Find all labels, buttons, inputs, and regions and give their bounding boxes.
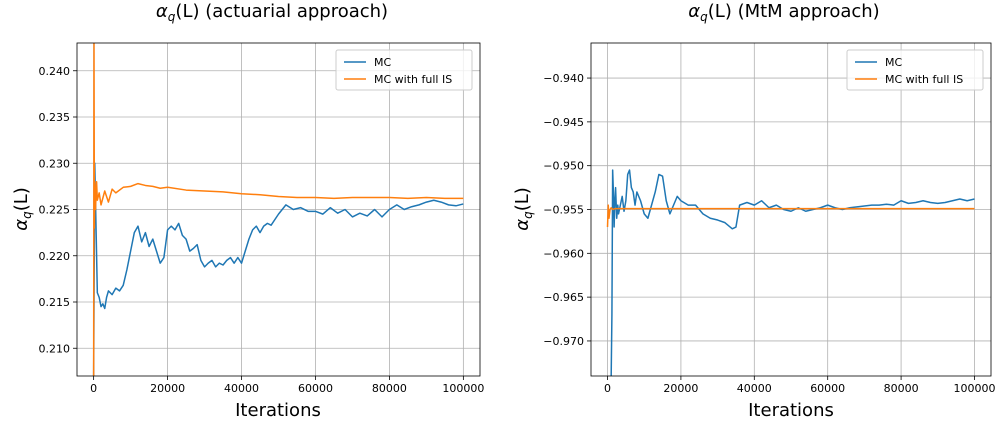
x-tick-label: 0 — [604, 382, 611, 395]
y-tick-label: 0.210 — [39, 342, 71, 355]
y-tick-label: −0.950 — [543, 160, 584, 173]
plot-title-subscript: q — [168, 10, 176, 24]
x-tick-label: 100000 — [442, 382, 484, 395]
plot-frame — [590, 42, 992, 377]
x-tick-label: 80000 — [372, 382, 407, 395]
legend-box — [335, 49, 473, 91]
y-tick-label: 0.235 — [39, 111, 71, 124]
y-tick-label: −0.960 — [543, 247, 584, 260]
x-axis-title: Iterations — [235, 400, 321, 421]
y-tick-label: 0.225 — [39, 204, 71, 217]
legend-label: MC with full IS — [885, 73, 963, 86]
y-tick-label: −0.940 — [543, 72, 584, 85]
x-tick-label: 0 — [90, 382, 97, 395]
y-tick-label: 0.240 — [39, 65, 71, 78]
y-tick-label: −0.955 — [543, 204, 584, 217]
plot-frame — [76, 42, 481, 377]
series-line-mc — [610, 169, 975, 376]
y-tick-label: 0.220 — [39, 250, 71, 263]
y-axis-title: αq(L) — [512, 187, 535, 231]
series-line-mc-with-full-is — [92, 43, 464, 376]
y-axis-title-text: (L) — [512, 187, 533, 211]
x-tick-label: 100000 — [953, 382, 995, 395]
x-tick-label: 20000 — [150, 382, 185, 395]
x-axis-title: Iterations — [748, 400, 834, 421]
x-tick-label: 40000 — [737, 382, 772, 395]
plot-title: αq(L) (MtM approach) — [688, 1, 879, 24]
y-axis-title-subscript: q — [20, 211, 34, 219]
plot-title-symbol: α — [688, 1, 700, 22]
plot-title-symbol: α — [156, 1, 168, 22]
x-tick-label: 20000 — [663, 382, 698, 395]
y-tick-label: −0.970 — [543, 335, 584, 348]
y-axis-title-text: (L) — [11, 187, 32, 211]
legend-label: MC with full IS — [374, 73, 452, 86]
y-tick-label: −0.965 — [543, 291, 584, 304]
actuarial-approach-plot: αq(L) (actuarial approach) Iterations αq… — [11, 1, 484, 421]
legend-label: MC — [374, 56, 391, 69]
plot-title-subscript: q — [700, 10, 708, 24]
x-tick-label: 80000 — [884, 382, 919, 395]
legend: MC MC with full IS — [335, 49, 473, 91]
y-axis-title-symbol: α — [512, 219, 533, 231]
plot-title: αq(L) (actuarial approach) — [156, 1, 388, 24]
plot-title-text: (L) (actuarial approach) — [175, 1, 388, 22]
y-axis-title-subscript: q — [521, 211, 535, 219]
series-line-mc-with-full-is — [606, 204, 975, 228]
y-tick-label: 0.230 — [39, 157, 71, 170]
series-line-mc — [92, 162, 464, 376]
legend: MC MC with full IS — [846, 49, 984, 91]
x-tick-label: 40000 — [224, 382, 259, 395]
y-axis-title-symbol: α — [11, 219, 32, 231]
y-axis-title: αq(L) — [11, 187, 34, 231]
legend-label: MC — [885, 56, 902, 69]
legend-box — [846, 49, 984, 91]
plot-title-text: (L) (MtM approach) — [708, 1, 880, 22]
x-tick-label: 60000 — [810, 382, 845, 395]
x-tick-label: 60000 — [298, 382, 333, 395]
y-tick-label: −0.945 — [543, 116, 584, 129]
y-tick-label: 0.215 — [39, 296, 71, 309]
